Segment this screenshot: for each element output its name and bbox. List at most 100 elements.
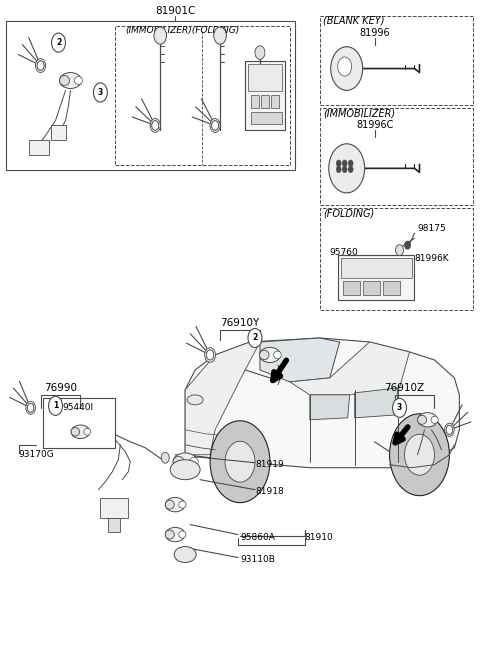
Circle shape xyxy=(154,27,167,44)
Bar xyxy=(248,64,282,91)
Circle shape xyxy=(26,401,36,415)
Circle shape xyxy=(336,166,341,173)
Text: 76910Y: 76910Y xyxy=(220,318,260,328)
Text: (FOLDING): (FOLDING) xyxy=(323,208,374,218)
Bar xyxy=(115,26,290,165)
Bar xyxy=(251,112,282,125)
Text: 2: 2 xyxy=(56,38,61,47)
Text: 2: 2 xyxy=(252,333,258,342)
Text: 81996C: 81996C xyxy=(356,121,393,131)
Text: 81910: 81910 xyxy=(305,533,334,542)
Circle shape xyxy=(444,423,454,436)
Circle shape xyxy=(348,166,353,173)
Circle shape xyxy=(342,166,347,173)
Circle shape xyxy=(27,403,34,412)
Ellipse shape xyxy=(179,501,186,508)
Text: 95440I: 95440I xyxy=(62,403,94,413)
Bar xyxy=(338,255,415,300)
Text: 98175: 98175 xyxy=(418,224,446,233)
Text: 81996K: 81996K xyxy=(415,254,449,262)
Bar xyxy=(6,20,295,171)
Circle shape xyxy=(396,245,404,256)
Ellipse shape xyxy=(431,416,438,423)
Bar xyxy=(341,258,411,278)
Circle shape xyxy=(27,403,34,412)
Bar xyxy=(245,60,285,131)
Text: 81996: 81996 xyxy=(360,28,390,37)
Bar xyxy=(320,16,473,106)
Circle shape xyxy=(212,121,218,130)
Circle shape xyxy=(214,27,227,44)
Circle shape xyxy=(338,57,352,76)
Circle shape xyxy=(405,241,410,249)
Circle shape xyxy=(405,434,434,475)
Circle shape xyxy=(51,33,65,52)
Bar xyxy=(363,281,380,295)
Circle shape xyxy=(212,121,218,130)
Bar xyxy=(43,398,115,448)
Circle shape xyxy=(37,61,44,70)
Ellipse shape xyxy=(71,428,80,436)
Bar xyxy=(261,96,269,108)
Circle shape xyxy=(446,426,453,434)
Ellipse shape xyxy=(165,530,174,539)
Ellipse shape xyxy=(165,527,185,542)
Text: 93110B: 93110B xyxy=(240,555,275,564)
Ellipse shape xyxy=(190,457,198,466)
Text: 76910Z: 76910Z xyxy=(384,383,425,393)
Ellipse shape xyxy=(260,348,280,363)
Text: 93170G: 93170G xyxy=(19,450,54,459)
Ellipse shape xyxy=(260,350,269,359)
Circle shape xyxy=(36,58,46,73)
Circle shape xyxy=(161,452,169,463)
Polygon shape xyxy=(290,342,409,395)
Bar xyxy=(320,208,473,310)
Circle shape xyxy=(206,350,214,360)
Text: 81919: 81919 xyxy=(255,461,284,469)
Ellipse shape xyxy=(173,453,197,470)
Text: 1: 1 xyxy=(53,401,58,411)
Text: 81918: 81918 xyxy=(255,487,284,496)
Bar xyxy=(108,518,120,531)
Circle shape xyxy=(210,420,270,502)
Text: 3: 3 xyxy=(397,403,402,413)
Polygon shape xyxy=(355,388,397,418)
Polygon shape xyxy=(185,338,459,468)
Ellipse shape xyxy=(60,73,82,89)
Circle shape xyxy=(342,160,347,167)
Ellipse shape xyxy=(418,413,437,427)
Ellipse shape xyxy=(165,500,174,509)
Bar xyxy=(320,108,473,205)
Ellipse shape xyxy=(71,425,90,439)
Circle shape xyxy=(331,47,363,91)
Circle shape xyxy=(255,46,265,60)
Circle shape xyxy=(152,121,158,130)
Circle shape xyxy=(446,426,453,434)
Ellipse shape xyxy=(170,460,200,480)
Circle shape xyxy=(48,396,62,415)
Circle shape xyxy=(206,350,214,360)
Text: 76990: 76990 xyxy=(44,383,77,393)
Ellipse shape xyxy=(165,497,185,512)
Circle shape xyxy=(393,398,407,417)
Circle shape xyxy=(390,414,449,496)
Circle shape xyxy=(248,329,262,348)
Ellipse shape xyxy=(60,75,70,85)
Bar xyxy=(383,281,399,295)
Circle shape xyxy=(37,61,44,70)
Circle shape xyxy=(446,426,453,434)
Text: 95760: 95760 xyxy=(330,248,359,256)
Circle shape xyxy=(206,350,214,360)
Bar xyxy=(50,125,65,140)
Ellipse shape xyxy=(174,546,196,562)
Ellipse shape xyxy=(187,395,203,405)
Bar xyxy=(100,498,128,518)
Text: (IMMOBILIZER): (IMMOBILIZER) xyxy=(323,108,395,119)
Ellipse shape xyxy=(84,428,91,435)
Circle shape xyxy=(348,160,353,167)
Polygon shape xyxy=(260,338,340,382)
Text: (IMMOBILIZER)(FOLDING): (IMMOBILIZER)(FOLDING) xyxy=(125,26,240,35)
Circle shape xyxy=(37,61,44,70)
Polygon shape xyxy=(185,342,260,455)
Circle shape xyxy=(204,348,216,362)
